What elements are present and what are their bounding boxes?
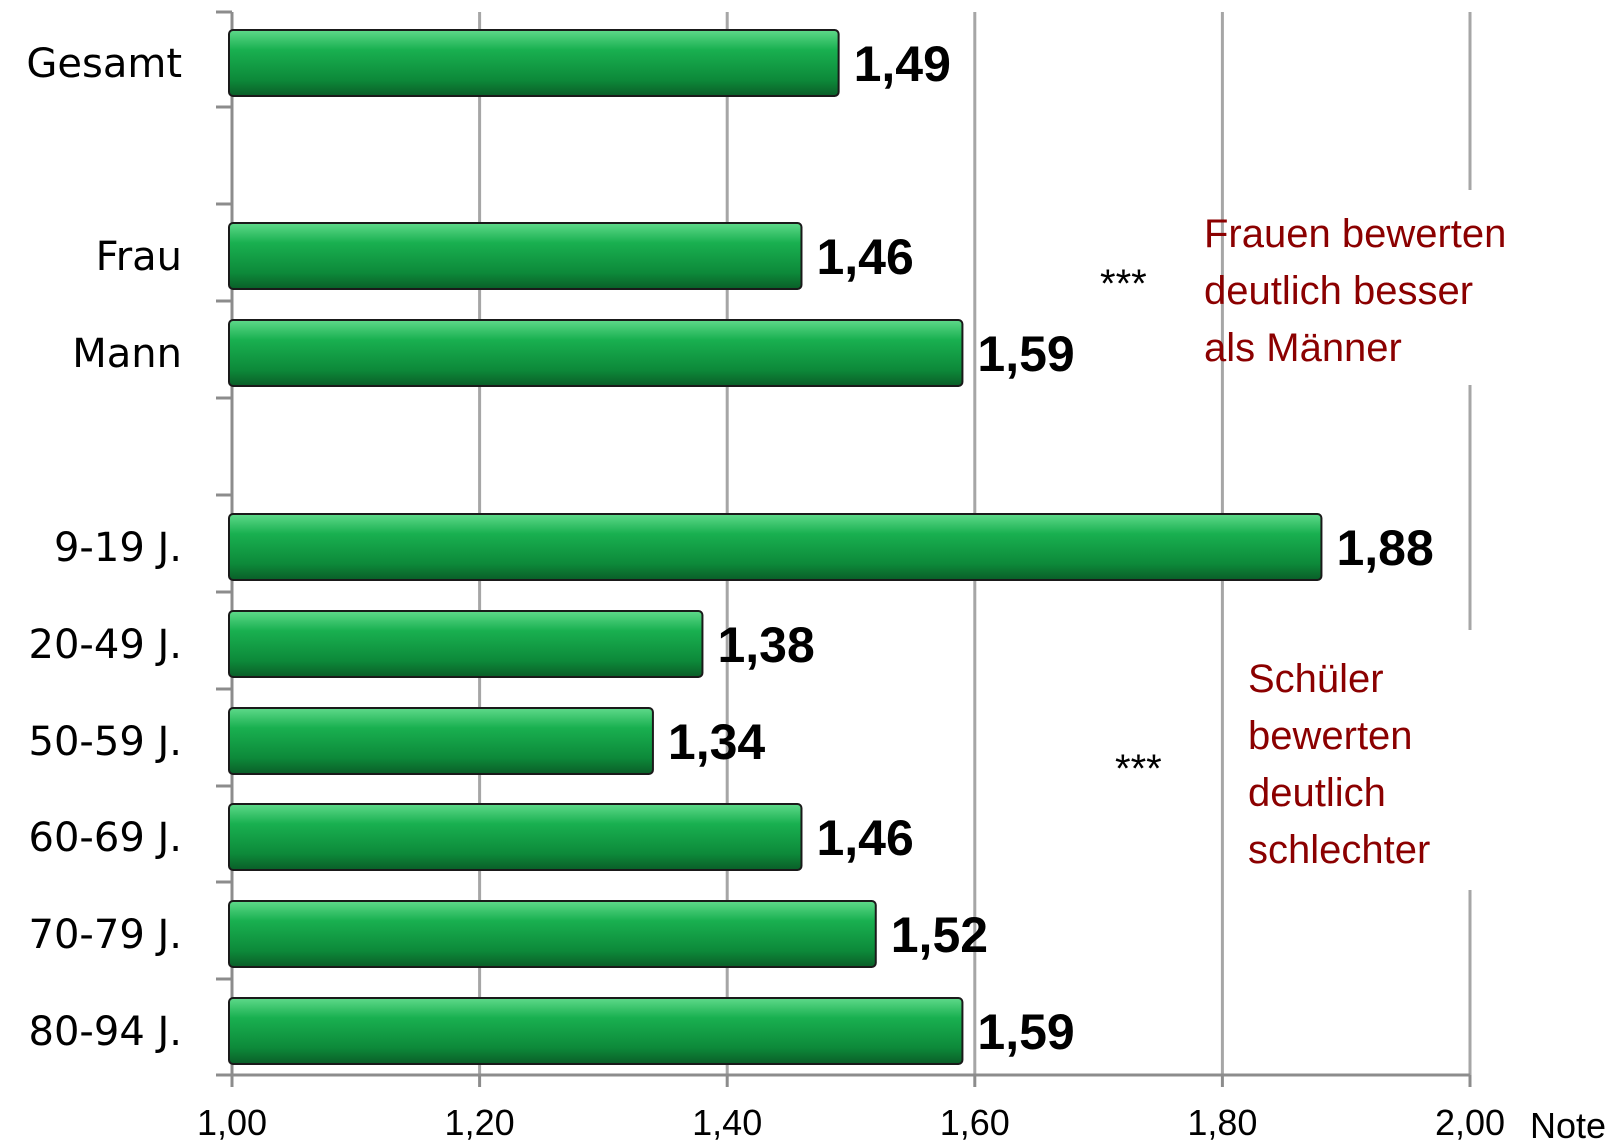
annotation-background xyxy=(1395,190,1535,385)
value-label: 1,46 xyxy=(816,229,913,285)
bar xyxy=(228,29,840,97)
bar xyxy=(228,222,803,290)
x-tick-label: 1,40 xyxy=(692,1102,762,1143)
annotation-background xyxy=(1395,630,1535,890)
x-tick-label: 2,00 xyxy=(1435,1102,1505,1143)
annotation-text: Frauen bewerten xyxy=(1204,212,1506,256)
annotation-text: deutlich xyxy=(1248,771,1386,815)
category-label: 60-69 J. xyxy=(29,815,182,861)
category-label: Gesamt xyxy=(26,41,182,87)
value-label: 1,59 xyxy=(977,1004,1074,1060)
category-label: 9-19 J. xyxy=(54,525,182,571)
bar xyxy=(228,707,654,775)
significance-stars: *** xyxy=(1100,262,1147,306)
bar xyxy=(228,319,964,387)
bar xyxy=(228,997,964,1065)
value-label: 1,46 xyxy=(816,810,913,866)
value-label: 1,34 xyxy=(668,714,766,770)
value-label: 1,52 xyxy=(891,907,988,963)
bars xyxy=(228,29,1323,1065)
category-label: Frau xyxy=(96,234,182,280)
annotations: *** Frauen bewerten deutlich besser als Män… xyxy=(1100,212,1506,872)
annotation-text: bewerten xyxy=(1248,714,1413,758)
bar xyxy=(228,610,704,678)
x-tick-label: 1,00 xyxy=(197,1102,267,1143)
value-label: 1,59 xyxy=(977,326,1074,382)
significance-stars: *** xyxy=(1115,747,1162,791)
bar xyxy=(228,513,1323,581)
x-tick-label: 1,80 xyxy=(1187,1102,1257,1143)
x-tick-label: 1,20 xyxy=(445,1102,515,1143)
value-label: 1,38 xyxy=(717,617,814,673)
category-label: 20-49 J. xyxy=(29,622,182,668)
bar xyxy=(228,803,803,871)
annotation-text: schlechter xyxy=(1248,828,1430,872)
x-tick-label: 1,60 xyxy=(940,1102,1010,1143)
category-label: 70-79 J. xyxy=(29,912,182,958)
annotation-text: Schüler xyxy=(1248,657,1384,701)
x-axis-unit: Note xyxy=(1530,1105,1606,1146)
category-label: 80-94 J. xyxy=(29,1009,182,1055)
annotation-text: deutlich besser xyxy=(1204,269,1473,313)
category-label: Mann xyxy=(72,331,182,377)
labels: 1,00 1,20 1,40 1,60 1,80 2,00 Note Gesamt 1,49 Fr… xyxy=(26,36,1606,1146)
value-label: 1,88 xyxy=(1336,520,1433,576)
gridlines xyxy=(478,12,1535,1075)
annotation-text: als Männer xyxy=(1204,326,1402,370)
category-label: 50-59 J. xyxy=(29,719,182,765)
value-label: 1,49 xyxy=(854,36,951,92)
bar xyxy=(228,900,877,968)
